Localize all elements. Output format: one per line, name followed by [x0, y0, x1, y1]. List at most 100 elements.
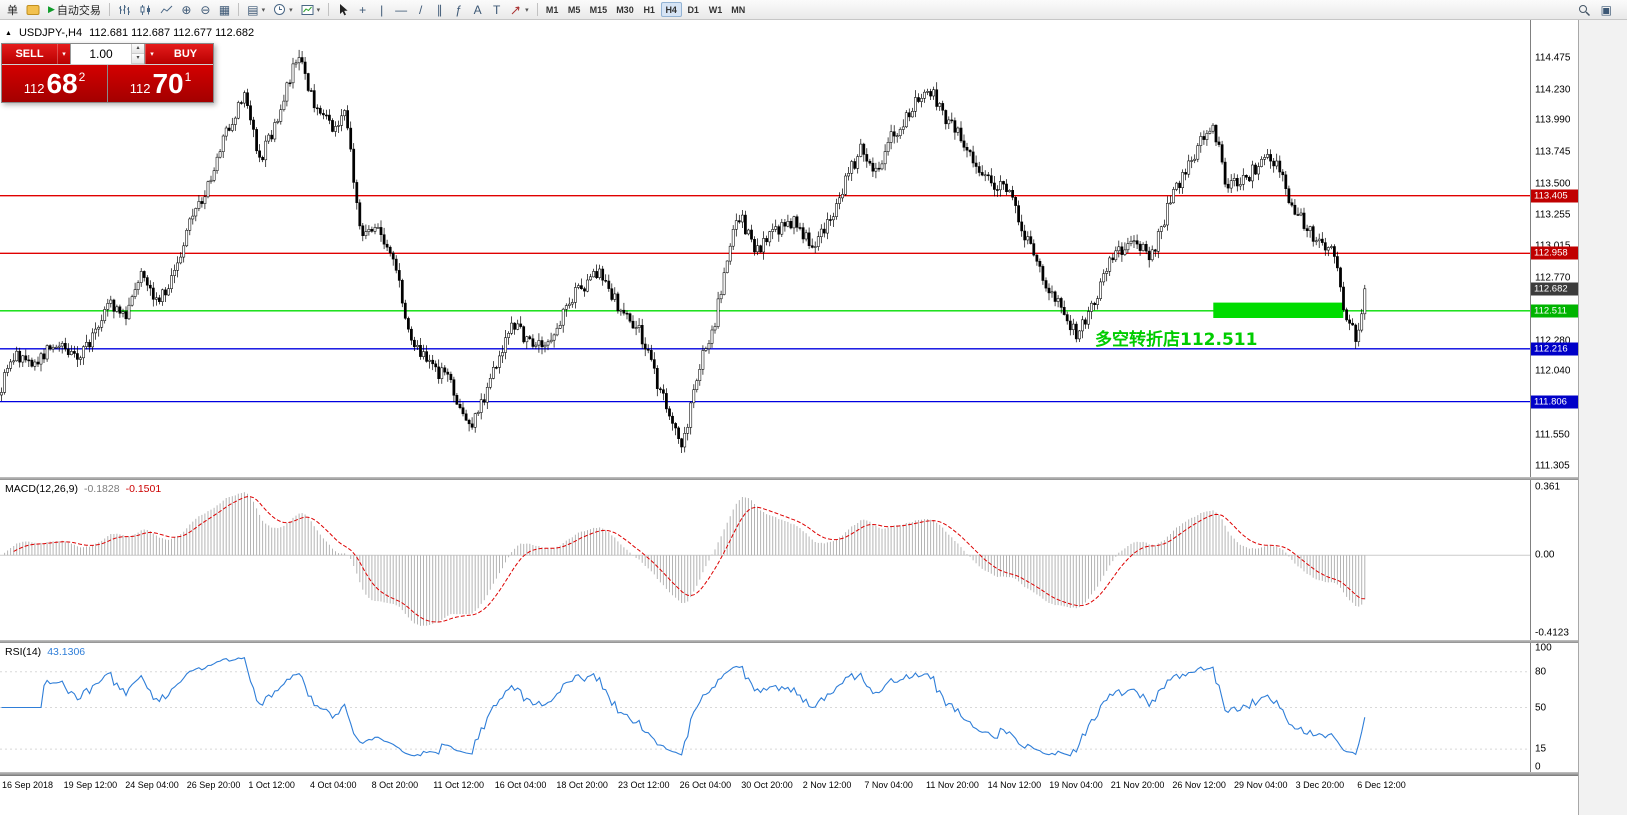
price-tag: 112.682: [1531, 282, 1579, 296]
candlestick-chart-button[interactable]: [135, 1, 156, 18]
macd-chart[interactable]: [0, 480, 1530, 640]
trendline-button[interactable]: /: [411, 1, 430, 18]
time-axis-label: 6 Dec 12:00: [1357, 780, 1406, 790]
dropdown-icon: ▾: [289, 6, 293, 14]
new-order-button[interactable]: 单: [3, 1, 22, 18]
timeframe-m30-button[interactable]: M30: [616, 4, 634, 15]
macd-panel[interactable]: MACD(12,26,9) -0.1828 -0.1501: [0, 480, 1530, 640]
timeframe-m1-button[interactable]: M1: [545, 4, 559, 15]
vertical-line-button[interactable]: |: [372, 1, 391, 18]
price-chart-panel[interactable]: ▲ USDJPY-,H4 112.681 112.687 112.677 112…: [0, 20, 1530, 477]
tile-windows-button[interactable]: ▦: [215, 1, 234, 18]
buy-button[interactable]: BUY: [158, 44, 213, 64]
buy-price-figure: 112: [129, 80, 151, 96]
gold-document-icon: [26, 4, 40, 15]
time-axis-label: 26 Sep 20:00: [186, 780, 241, 790]
text-icon: A: [473, 2, 482, 17]
ohlc-values: 112.681 112.687 112.677 112.682: [89, 27, 255, 39]
period-button[interactable]: ▾: [269, 1, 297, 18]
time-axis-label: 1 Oct 12:00: [248, 780, 295, 790]
horizontal-line-button[interactable]: —: [391, 1, 411, 18]
bar-chart-button[interactable]: [114, 1, 135, 18]
rsi-chart[interactable]: [0, 643, 1530, 772]
time-axis-label: 30 Oct 20:00: [741, 780, 793, 790]
arrow-tool-icon: [511, 6, 520, 14]
fibonacci-button[interactable]: ƒ: [449, 1, 468, 18]
price-axis-tick: 114.475: [1535, 52, 1571, 64]
price-axis-tick: 113.990: [1535, 114, 1571, 126]
rsi-axis-tick: 15: [1535, 743, 1547, 755]
rsi-axis-tick: 0: [1535, 761, 1541, 773]
toolbar-right-group: ▣: [1573, 1, 1616, 18]
price-axis-tick: 113.745: [1535, 146, 1571, 158]
search-icon: [1578, 4, 1590, 16]
timeframe-h1-button[interactable]: H1: [643, 4, 655, 15]
line-chart-icon: [160, 5, 173, 13]
timeframe-d1-button[interactable]: D1: [687, 4, 699, 15]
window-list-button[interactable]: ▣: [1597, 1, 1616, 18]
cursor-button[interactable]: [333, 1, 353, 18]
rsi-panel[interactable]: RSI(14) 43.1306: [0, 643, 1530, 772]
volume-down-button[interactable]: ▾: [132, 54, 144, 64]
volume-up-button[interactable]: ▴: [132, 44, 144, 54]
timeframe-m15-button[interactable]: M15: [589, 4, 608, 15]
search-button[interactable]: [1573, 1, 1595, 18]
toolbar-separator: [536, 3, 538, 16]
panel-separator[interactable]: [0, 477, 1578, 480]
time-axis-label: 26 Oct 04:00: [679, 780, 732, 790]
price-axis-tick: 111.305: [1535, 460, 1570, 472]
dropdown-icon: ▾: [261, 6, 266, 14]
profiles-button[interactable]: ▤ ▾: [243, 1, 269, 18]
collapse-arrow-icon[interactable]: ▲: [5, 29, 12, 37]
candlestick-chart[interactable]: [0, 20, 1530, 477]
one-click-trading-panel: SELL ▾ ▴ ▾ ▾ BUY 112 68 2: [1, 43, 214, 103]
timeframe-m5-button[interactable]: M5: [567, 4, 581, 15]
buy-price-display[interactable]: 112 70 1: [108, 65, 213, 102]
zoom-in-button[interactable]: ⊕: [177, 1, 196, 18]
main-toolbar: 单 ▶ 自动交易 ⊕ ⊖ ▦ ▤ ▾: [0, 0, 1627, 20]
vertical-line-icon: |: [380, 2, 384, 17]
candlestick-chart-icon: [140, 4, 150, 15]
dropdown-icon: ▾: [525, 6, 529, 14]
time-axis-label: 23 Oct 12:00: [618, 780, 670, 790]
buy-price-point: 1: [184, 70, 192, 84]
volume-input[interactable]: [71, 44, 131, 64]
sell-button[interactable]: SELL: [2, 44, 57, 64]
price-axis-tick: 113.255: [1535, 209, 1571, 221]
channel-button[interactable]: ∥: [430, 1, 449, 18]
time-axis[interactable]: 16 Sep 2018 19 Sep 12:00 24 Sep 04:00 26 Se…: [0, 775, 1578, 815]
crosshair-button[interactable]: +: [353, 1, 372, 18]
autotrading-button[interactable]: ▶ 自动交易: [44, 1, 105, 18]
timeframe-h4-button[interactable]: H4: [660, 2, 682, 17]
buy-options-button[interactable]: ▾: [145, 44, 158, 64]
window-icon: ▣: [1600, 2, 1612, 17]
toolbar-separator: [108, 3, 110, 16]
bar-chart-icon: [118, 4, 130, 15]
zoom-out-icon: ⊖: [200, 2, 211, 17]
chart-annotation-text: 多空转折店112.511: [1095, 330, 1258, 350]
macd-main-value: -0.1828: [83, 483, 120, 495]
price-axis[interactable]: 114.475 114.230 113.990 113.745 113.500 113.2…: [1530, 20, 1579, 477]
price-tag: 113.405: [1531, 189, 1579, 203]
sell-price-display[interactable]: 112 68 2: [2, 65, 107, 102]
new-order-label: 单: [7, 4, 18, 17]
panel-separator[interactable]: [0, 640, 1578, 643]
panel-separator[interactable]: [0, 772, 1578, 775]
zoom-out-button[interactable]: ⊖: [196, 1, 215, 18]
timeframe-mn-button[interactable]: MN: [731, 4, 746, 15]
sell-options-button[interactable]: ▾: [57, 44, 70, 64]
timeframe-w1-button[interactable]: W1: [708, 4, 723, 15]
time-axis-label: 19 Sep 12:00: [63, 780, 118, 790]
text-label-button[interactable]: T: [487, 1, 506, 18]
tile-windows-icon: ▦: [218, 2, 231, 17]
fibonacci-icon: ƒ: [455, 2, 462, 17]
text-button[interactable]: A: [468, 1, 487, 18]
quotes-document-button[interactable]: [22, 1, 44, 18]
time-axis-label: 18 Oct 20:00: [556, 780, 608, 790]
templates-button[interactable]: ▾: [297, 1, 325, 18]
macd-axis-tick: 0.00: [1535, 549, 1555, 561]
line-chart-button[interactable]: [156, 1, 177, 18]
macd-name: MACD(12,26,9): [5, 483, 78, 495]
arrows-button[interactable]: ▾: [506, 1, 533, 18]
